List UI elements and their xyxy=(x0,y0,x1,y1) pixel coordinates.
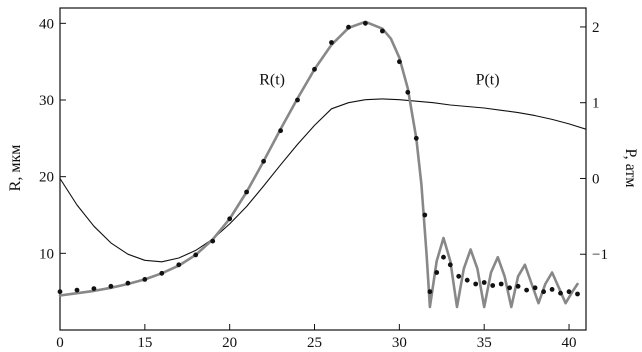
y-right-axis-title: P, атм xyxy=(622,149,639,188)
r-data-point xyxy=(380,28,385,34)
r-data-point xyxy=(481,280,487,285)
r-data-point xyxy=(549,287,555,292)
r-data-point xyxy=(558,290,563,296)
r-data-point xyxy=(278,128,283,134)
series-layer xyxy=(57,20,587,309)
r-data-point xyxy=(57,289,63,295)
y-right-tick-label: −1 xyxy=(592,247,608,263)
r-data-point xyxy=(261,158,266,164)
r-data-point xyxy=(541,289,546,295)
r-data-point xyxy=(427,289,433,295)
r-data-point xyxy=(244,189,250,195)
p-curve xyxy=(59,98,587,263)
r-data-point xyxy=(227,216,233,222)
r-data-point xyxy=(473,281,479,287)
y-left-axis-ticks: 10 20 30 40 xyxy=(39,16,66,262)
r-data-point xyxy=(346,24,351,30)
r-data-point xyxy=(507,285,512,291)
plot-frame xyxy=(59,7,587,331)
r-data-point xyxy=(142,277,148,282)
r-data-point xyxy=(405,89,411,95)
x-tick-label: 20 xyxy=(222,335,237,351)
curve-label: P(t) xyxy=(476,72,500,89)
r-data-point xyxy=(210,238,216,244)
x-tick-label: 35 xyxy=(477,335,492,351)
y-right-tick-label: 1 xyxy=(592,96,600,112)
r-data-point xyxy=(108,283,114,289)
r-data-point xyxy=(193,252,199,258)
y-left-tick-label: 10 xyxy=(39,246,54,262)
r-data-point xyxy=(498,281,504,287)
r-data-point xyxy=(456,273,462,279)
curve-labels: R(t) P(t) xyxy=(259,72,499,89)
r-data-point xyxy=(434,270,440,275)
x-tick-label: 15 xyxy=(137,335,152,351)
r-data-point xyxy=(422,212,428,218)
x-axis-ticks: 0 15 20 25 30 35 40 xyxy=(56,324,577,351)
y-left-tick-label: 40 xyxy=(39,16,54,32)
r-data-point xyxy=(363,20,368,26)
x-tick-label: 40 xyxy=(562,335,577,351)
r-data-point xyxy=(91,286,97,291)
r-data-point xyxy=(295,97,300,103)
r-fit-curve xyxy=(58,20,579,309)
y-left-tick-label: 20 xyxy=(39,170,54,186)
r-data-point xyxy=(397,59,402,65)
x-tick-label: 0 xyxy=(56,335,64,351)
x-tick-label: 25 xyxy=(307,335,322,351)
r-data-point xyxy=(441,254,446,260)
r-data-point xyxy=(125,280,131,286)
r-data-point xyxy=(159,270,165,276)
r-data-point xyxy=(312,66,317,72)
curve-label: R(t) xyxy=(259,72,285,89)
y-right-tick-label: 2 xyxy=(592,20,600,36)
r-data-point xyxy=(464,277,470,283)
r-data-point xyxy=(447,262,453,268)
r-data-point xyxy=(329,40,334,45)
y-left-axis-title: R, мкм xyxy=(7,145,24,192)
y-right-tick-label: 0 xyxy=(592,171,600,187)
r-data-point xyxy=(515,283,521,289)
r-data-point xyxy=(524,287,529,293)
r-data-point xyxy=(413,135,419,141)
r-data-point xyxy=(490,283,496,288)
r-data-point xyxy=(575,291,580,297)
r-data-point xyxy=(74,287,80,293)
y-left-tick-label: 30 xyxy=(39,93,54,109)
r-data-point xyxy=(532,285,538,291)
x-tick-label: 30 xyxy=(392,335,407,351)
r-data-point xyxy=(566,289,572,295)
r-data-point xyxy=(176,262,182,268)
y-right-axis-ticks: −1 0 1 2 xyxy=(580,20,608,263)
